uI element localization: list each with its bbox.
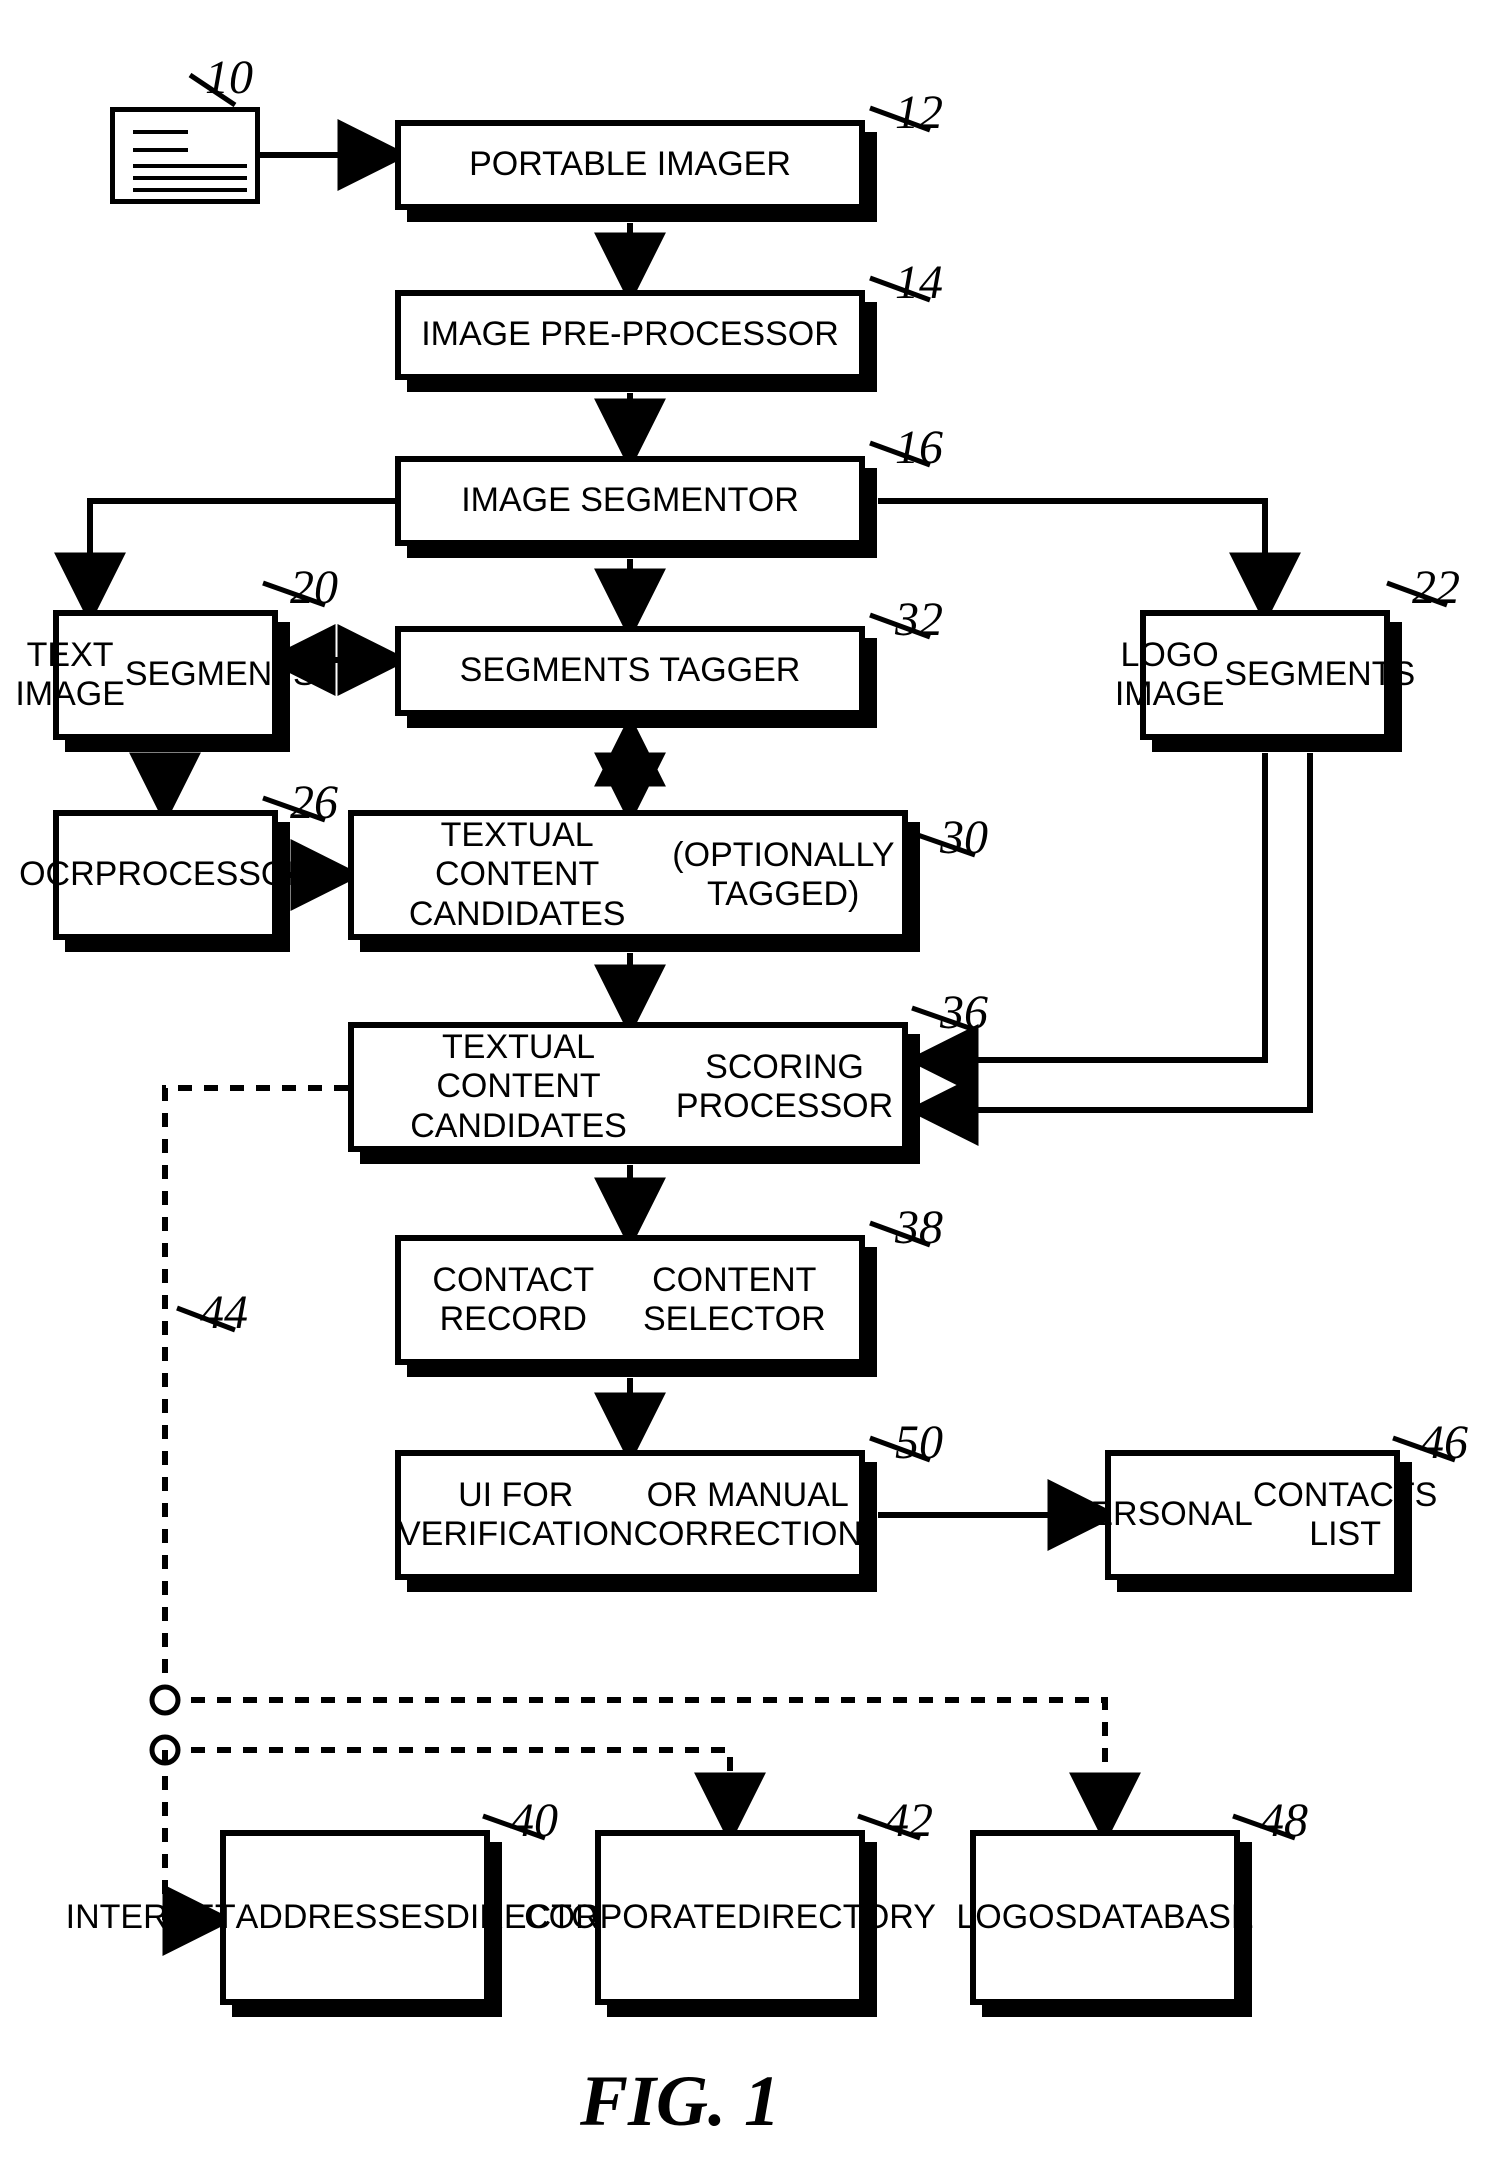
ref-r20: 20: [290, 560, 338, 615]
node-n12: PORTABLE IMAGER: [395, 120, 865, 210]
node-n48: LOGOSDATABASE: [970, 1830, 1240, 2005]
ref-r36: 36: [940, 985, 988, 1040]
ref-r42: 42: [885, 1793, 933, 1848]
ref-r12: 12: [895, 85, 943, 140]
ref-r26: 26: [290, 775, 338, 830]
figure-caption: FIG. 1: [580, 2060, 780, 2143]
node-n42: CORPORATEDIRECTORY: [595, 1830, 865, 2005]
business-card-icon: [110, 107, 260, 204]
ref-r10: 10: [205, 50, 253, 105]
ref-r30: 30: [940, 810, 988, 865]
node-n36: TEXTUAL CONTENT CANDIDATESSCORING PROCES…: [348, 1022, 908, 1152]
node-n14: IMAGE PRE-PROCESSOR: [395, 290, 865, 380]
ref-r40: 40: [510, 1793, 558, 1848]
ref-r32: 32: [895, 592, 943, 647]
ref-r16: 16: [895, 420, 943, 475]
node-n40: INTERNETADDRESSESDIRECTORY: [220, 1830, 490, 2005]
node-n32: SEGMENTS TAGGER: [395, 626, 865, 716]
node-n22: LOGO IMAGESEGMENTS: [1140, 610, 1390, 740]
node-n20: TEXT IMAGESEGMENTS: [53, 610, 278, 740]
node-n46: PERSONALCONTACTS LIST: [1105, 1450, 1400, 1580]
node-n16: IMAGE SEGMENTOR: [395, 456, 865, 546]
ref-r48: 48: [1260, 1793, 1308, 1848]
ref-r14: 14: [895, 255, 943, 310]
node-n38: CONTACT RECORDCONTENT SELECTOR: [395, 1235, 865, 1365]
ref-r50: 50: [895, 1415, 943, 1470]
ref-r46: 46: [1420, 1415, 1468, 1470]
ref-r44: 44: [200, 1285, 248, 1340]
diagram-canvas: PORTABLE IMAGER IMAGE PRE-PROCESSOR IMAGE …: [0, 0, 1500, 2169]
node-n30: TEXTUAL CONTENT CANDIDATES(OPTIONALLY TA…: [348, 810, 908, 940]
ref-r22: 22: [1412, 560, 1460, 615]
ref-r38: 38: [895, 1200, 943, 1255]
node-n50: UI FOR VERIFICATIONOR MANUAL CORRECTION: [395, 1450, 865, 1580]
node-n26: OCRPROCESSOR: [53, 810, 278, 940]
